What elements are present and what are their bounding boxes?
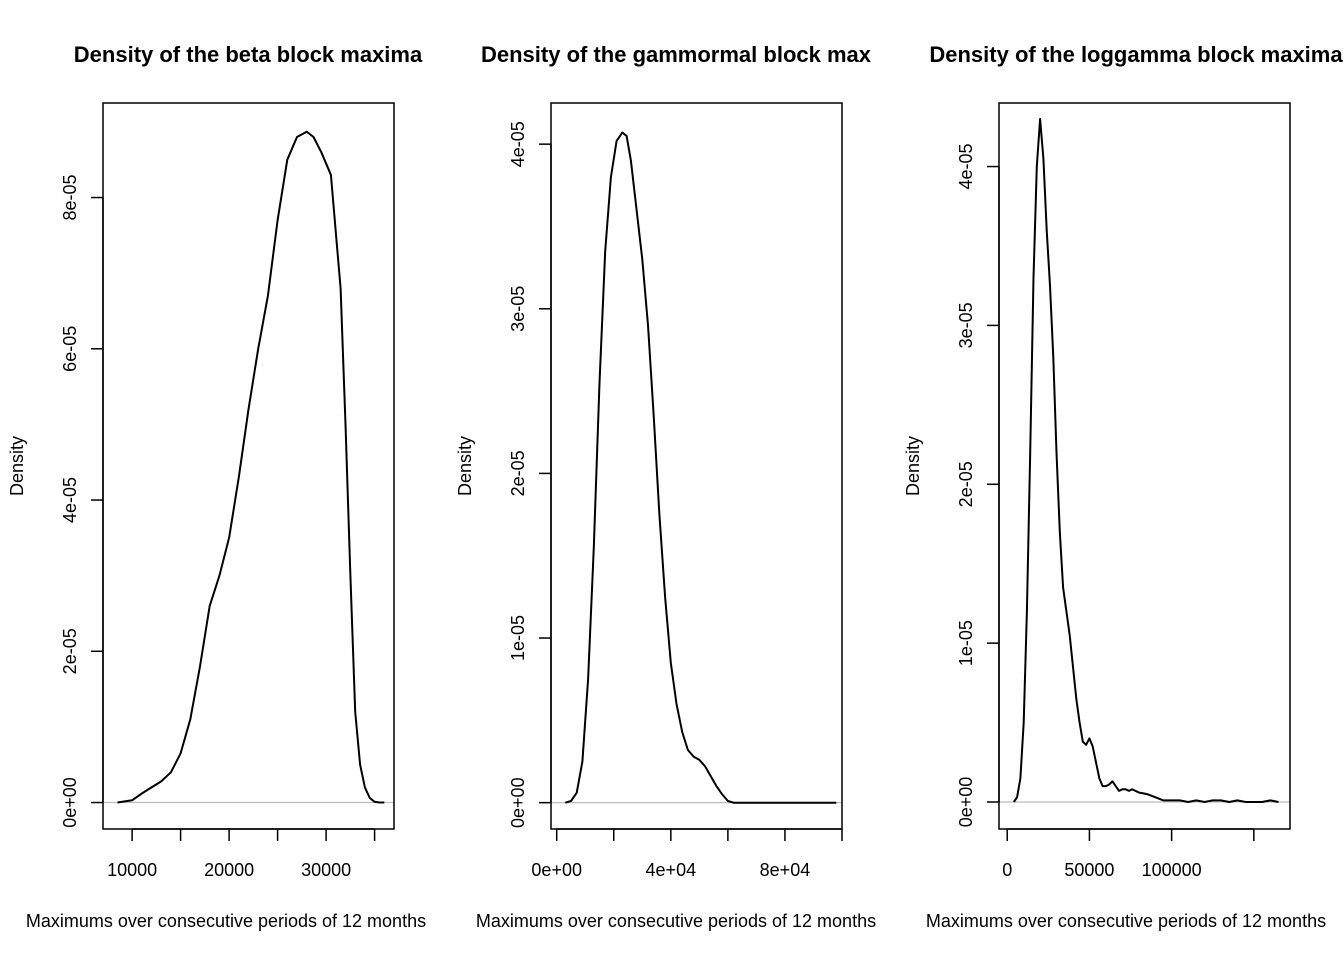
density-line — [565, 131, 837, 804]
y-axis: 0e+00 1e-05 2e-05 3e-05 4e-05 — [956, 143, 1000, 828]
y-axis-label: Density — [903, 436, 923, 496]
chart-title: Density of the loggamma block maxima — [929, 42, 1343, 67]
x-tick-label: 20000 — [204, 860, 254, 880]
y-tick-label: 6e-05 — [60, 326, 80, 372]
x-tick-label: 0e+00 — [531, 860, 582, 880]
x-tick-label: 50000 — [1064, 860, 1114, 880]
chart-title: Density of the gammormal block max — [481, 42, 872, 67]
y-tick-label: 1e-05 — [956, 620, 976, 666]
x-axis-label: Maximums over consecutive periods of 12 … — [26, 911, 426, 931]
x-tick-label: 4e+04 — [646, 860, 697, 880]
y-tick-label: 4e-05 — [60, 477, 80, 523]
y-tick-label: 2e-05 — [956, 461, 976, 507]
beta-density-panel: Density of the beta block maxima 10000 20… — [7, 42, 426, 931]
y-tick-label: 0e+00 — [60, 777, 80, 828]
plot-area — [999, 117, 1290, 803]
y-tick-label: 2e-05 — [508, 450, 528, 496]
y-tick-label: 0e+00 — [508, 777, 528, 828]
x-tick-label: 8e+04 — [760, 860, 811, 880]
x-axis: 0 50000 100000 — [1002, 828, 1255, 880]
y-axis: 0e+00 2e-05 4e-05 6e-05 8e-05 — [60, 174, 104, 828]
y-tick-label: 3e-05 — [956, 302, 976, 348]
y-axis: 0e+00 1e-05 2e-05 3e-05 4e-05 — [508, 121, 552, 828]
density-line — [1012, 117, 1279, 803]
x-axis: 10000 20000 30000 — [107, 828, 376, 880]
x-tick-label: 0 — [1002, 860, 1012, 880]
x-tick-label: 100000 — [1142, 860, 1202, 880]
y-tick-label: 4e-05 — [956, 143, 976, 189]
y-tick-label: 4e-05 — [508, 121, 528, 167]
loggamma-density-panel: Density of the loggamma block maxima 0 50… — [903, 42, 1343, 931]
y-axis-label: Density — [7, 436, 27, 496]
x-axis-label: Maximums over consecutive periods of 12 … — [476, 911, 876, 931]
x-axis: 0e+00 4e+04 8e+04 — [531, 828, 843, 880]
plot-area — [103, 130, 394, 804]
y-tick-label: 2e-05 — [60, 628, 80, 674]
x-tick-label: 30000 — [301, 860, 351, 880]
y-tick-label: 3e-05 — [508, 286, 528, 332]
gammormal-density-panel: Density of the gammormal block max 0e+00… — [455, 42, 876, 931]
y-tick-label: 0e+00 — [956, 777, 976, 828]
density-line — [117, 130, 385, 804]
x-tick-label: 10000 — [107, 860, 157, 880]
y-tick-label: 8e-05 — [60, 174, 80, 220]
plot-area — [551, 131, 842, 804]
y-axis-label: Density — [455, 436, 475, 496]
x-axis-label: Maximums over consecutive periods of 12 … — [926, 911, 1326, 931]
y-tick-label: 1e-05 — [508, 615, 528, 661]
chart-title: Density of the beta block maxima — [74, 42, 423, 67]
